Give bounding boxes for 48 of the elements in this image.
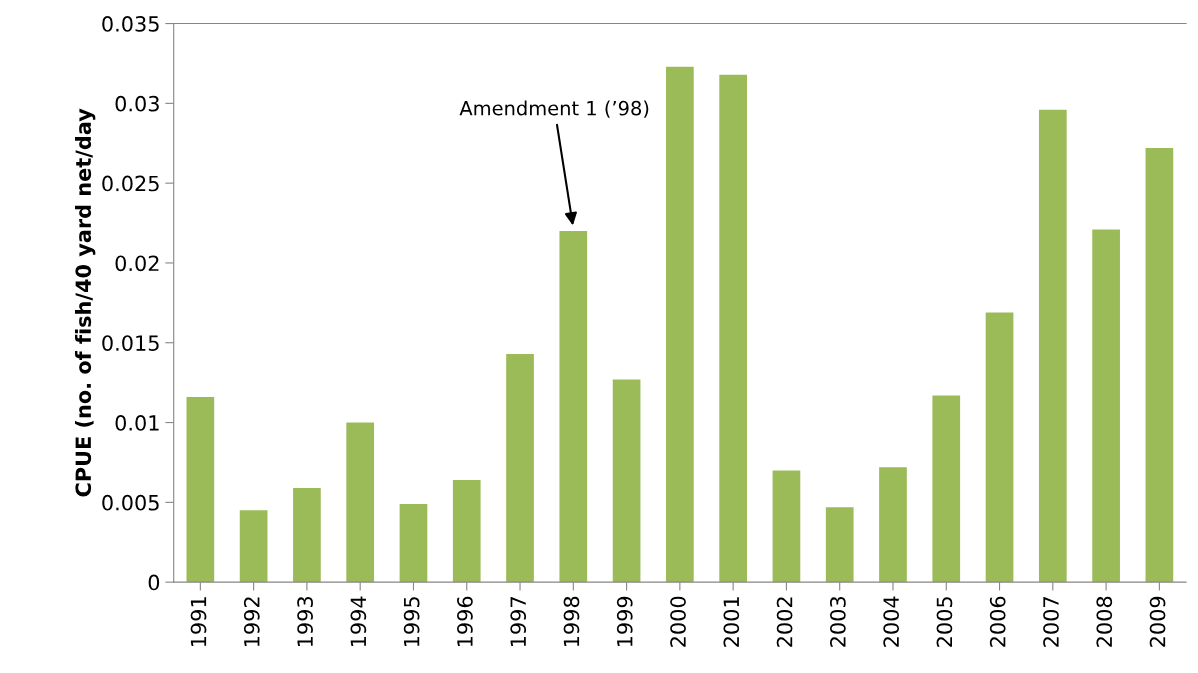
x-tick-label: 2005 bbox=[936, 597, 953, 647]
bar bbox=[772, 470, 801, 583]
bar bbox=[985, 312, 1014, 583]
y-tick-label: 0.035 bbox=[102, 16, 159, 32]
bar bbox=[1038, 109, 1067, 583]
x-tick-label: 1996 bbox=[457, 596, 473, 647]
x-tick-label: 1998 bbox=[563, 596, 580, 647]
y-tick-label: 0.025 bbox=[102, 175, 159, 192]
x-tick-label: 2006 bbox=[989, 596, 1006, 647]
bar bbox=[506, 353, 534, 583]
y-tick-label: 0.02 bbox=[115, 255, 159, 272]
y-tick-label: 0.015 bbox=[102, 335, 159, 351]
y-tick-label: 0.03 bbox=[115, 95, 159, 112]
y-tick-label: 0.01 bbox=[115, 415, 159, 431]
x-tick-label: 1995 bbox=[403, 597, 420, 647]
x-tick-label: 1994 bbox=[350, 596, 367, 647]
bar bbox=[1092, 229, 1120, 583]
bar bbox=[559, 231, 588, 583]
x-tick-label: 2009 bbox=[1149, 596, 1166, 647]
x-tick-label: 1999 bbox=[616, 596, 633, 647]
x-tick-label: 1991 bbox=[190, 597, 207, 647]
x-tick-label: 1992 bbox=[243, 597, 260, 647]
x-tick-label: 1993 bbox=[297, 597, 313, 647]
bar bbox=[293, 487, 321, 583]
x-tick-label: 2002 bbox=[776, 597, 793, 647]
y-axis-title: CPUE (no. of fish/40 yard net/day bbox=[74, 108, 96, 497]
x-tick-label: 2000 bbox=[670, 596, 686, 647]
bar bbox=[612, 379, 641, 583]
x-tick-label: 2001 bbox=[723, 597, 740, 647]
bar bbox=[1145, 148, 1174, 583]
annotation: Amendment 1 (’98) bbox=[459, 100, 649, 118]
x-tick-label: 2004 bbox=[883, 596, 900, 647]
bar bbox=[239, 510, 268, 583]
y-tick-label: 0 bbox=[148, 574, 160, 591]
y-tick-label: 0.005 bbox=[102, 494, 159, 511]
bar bbox=[452, 480, 481, 583]
x-tick-label: 1997 bbox=[510, 597, 527, 647]
x-tick-label: 2003 bbox=[829, 597, 846, 647]
bar bbox=[346, 422, 375, 583]
bar bbox=[186, 397, 215, 583]
bar bbox=[666, 66, 694, 583]
bar bbox=[879, 467, 907, 583]
x-tick-label: 2008 bbox=[1096, 596, 1113, 647]
x-tick-label: 2007 bbox=[1043, 597, 1059, 647]
bar bbox=[399, 503, 428, 583]
bar bbox=[719, 74, 747, 583]
bar bbox=[825, 507, 854, 583]
bar bbox=[932, 395, 961, 583]
